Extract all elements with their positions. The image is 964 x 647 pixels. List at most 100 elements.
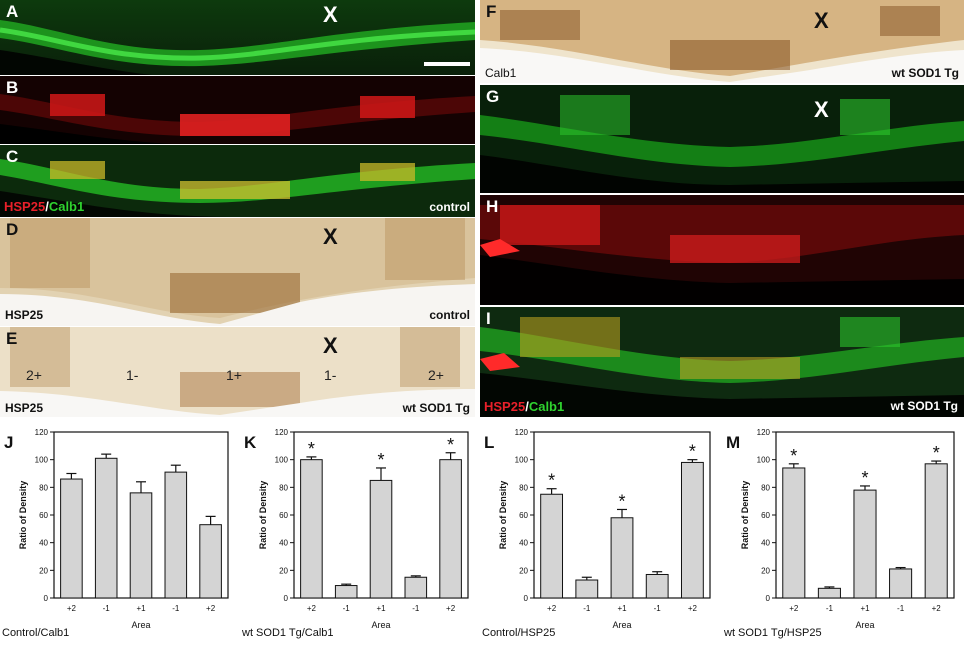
stain-legend: HSP25/Calb1: [4, 199, 84, 214]
panel-e-tissue: [0, 327, 475, 417]
y-tick-label: 0: [766, 594, 771, 603]
bar: [199, 524, 222, 599]
scale-bar: [424, 62, 470, 66]
y-axis-label: Ratio of Density: [498, 481, 508, 550]
y-tick-label: 20: [39, 566, 48, 575]
x-tick-label: -1: [412, 604, 420, 613]
bar: [645, 573, 669, 599]
stain-legend: HSP25/Calb1: [484, 399, 564, 414]
y-tick-label: 40: [519, 539, 528, 548]
x-axis-label: Area: [855, 620, 874, 630]
legend-slash: /: [45, 199, 49, 214]
panel-label-h: H: [486, 197, 499, 216]
x-tick-label: +2: [688, 604, 698, 613]
x-axis-label: Area: [371, 620, 390, 630]
panel-f-tissue: [480, 0, 964, 83]
panel-b-hsp25-image: B: [0, 76, 475, 144]
panel-label-c: C: [6, 147, 19, 166]
zone-label: 1-: [324, 367, 337, 383]
y-tick-label: 80: [279, 483, 288, 492]
bar: [575, 579, 599, 599]
y-tick-label: 80: [39, 483, 48, 492]
chart-m-svg: M 0 20 40 60 80 100 120 Ratio of Density * +2 -1 * +1…: [726, 428, 955, 630]
panel-label: J: [4, 433, 13, 452]
landmark-x-mark: X: [323, 224, 338, 249]
hsp25-legend-text: HSP25: [4, 199, 46, 214]
y-tick-label: 20: [761, 566, 770, 575]
y-tick-label: 40: [761, 539, 770, 548]
y-tick-label: 120: [515, 428, 529, 437]
chart-j-svg: J 0 20 40 60 80 100 120 Ratio of Density +2 -1 +1 -1…: [4, 428, 229, 630]
panel-i-tissue: [480, 307, 964, 417]
panel-e-hsp25-dab-image: E X 2+ 1- 1+ 1- 2+ HSP25 wt SOD1 Tg: [0, 327, 475, 417]
panel-b-tissue: [0, 76, 475, 144]
condition-label: wt SOD1 Tg: [891, 66, 959, 80]
significance-star: *: [548, 471, 555, 491]
bar: [540, 493, 564, 599]
zone-label: 2+: [26, 367, 42, 383]
chart-l: L 0 20 40 60 80 100 120 Ratio of Density * +2 -1 * +1…: [480, 424, 720, 642]
x-tick-label: +2: [307, 604, 317, 613]
bar: [889, 568, 913, 599]
y-tick-label: 60: [761, 511, 770, 520]
y-tick-label: 100: [757, 456, 771, 465]
significance-star: *: [308, 439, 315, 459]
chart-l-svg: L 0 20 40 60 80 100 120 Ratio of Density * +2 -1 * +1…: [484, 428, 711, 630]
zone-label: 1+: [226, 367, 242, 383]
panel-label-e: E: [6, 329, 18, 348]
bar: [94, 457, 118, 599]
panel-label: L: [484, 433, 494, 452]
chart-caption: wt SOD1 Tg/HSP25: [724, 627, 822, 639]
x-tick-label: +1: [376, 604, 386, 613]
x-tick-label: +2: [206, 604, 216, 613]
panel-d-hsp25-dab-image: D X HSP25 control: [0, 218, 475, 326]
bar: [924, 463, 948, 599]
significance-star: *: [689, 442, 696, 462]
y-tick-label: 100: [35, 456, 49, 465]
panel-g-calb1-image: G X: [480, 85, 964, 193]
panel-d-tissue: [0, 218, 475, 326]
bar: [129, 492, 153, 599]
condition-label: control: [429, 200, 470, 214]
panel-label-b: B: [6, 78, 19, 97]
x-tick-label: +1: [136, 604, 146, 613]
panel-label-g: G: [486, 87, 500, 106]
bar: [369, 479, 393, 599]
chart-m: M 0 20 40 60 80 100 120 Ratio of Density * +2 -1 * +1…: [722, 424, 964, 642]
calb1-legend-text: Calb1: [48, 199, 85, 214]
panel-h-tissue: [480, 195, 964, 305]
y-tick-label: 40: [39, 539, 48, 548]
chart-k-svg: K 0 20 40 60 80 100 120 Ratio of Density * +2 -1 * +1…: [244, 428, 469, 630]
y-tick-label: 120: [35, 428, 49, 437]
x-tick-label: +2: [932, 604, 942, 613]
bar: [60, 478, 83, 599]
panel-label: K: [244, 433, 257, 452]
y-axis-label: Ratio of Density: [258, 481, 268, 550]
panel-label-a: A: [6, 2, 19, 21]
condition-label: wt SOD1 Tg: [890, 399, 958, 413]
x-tick-label: -1: [172, 604, 180, 613]
calb1-legend-text: Calb1: [528, 399, 565, 414]
y-axis-label: Ratio of Density: [740, 481, 750, 550]
panel-i-merge-image: I HSP25/Calb1 wt SOD1 Tg: [480, 307, 964, 417]
stain-label: HSP25: [5, 401, 44, 415]
chart-caption: wt SOD1 Tg/Calb1: [242, 627, 334, 639]
panel-g-tissue: [480, 85, 964, 193]
x-axis-label: Area: [612, 620, 631, 630]
x-tick-label: +2: [446, 604, 456, 613]
y-tick-label: 40: [279, 539, 288, 548]
stain-label: Calb1: [485, 66, 517, 80]
y-axis-label: Ratio of Density: [18, 481, 28, 550]
significance-star: *: [861, 468, 868, 488]
significance-star: *: [618, 491, 625, 511]
significance-star: *: [377, 450, 384, 470]
x-tick-label: +1: [860, 604, 870, 613]
condition-label: wt SOD1 Tg: [402, 401, 470, 415]
y-tick-label: 120: [275, 428, 289, 437]
x-tick-label: +2: [67, 604, 77, 613]
x-tick-label: +2: [789, 604, 799, 613]
x-tick-label: +2: [547, 604, 557, 613]
chart-caption: Control/Calb1: [2, 627, 70, 639]
panel-label: M: [726, 433, 740, 452]
panel-a-tissue: [0, 0, 475, 75]
